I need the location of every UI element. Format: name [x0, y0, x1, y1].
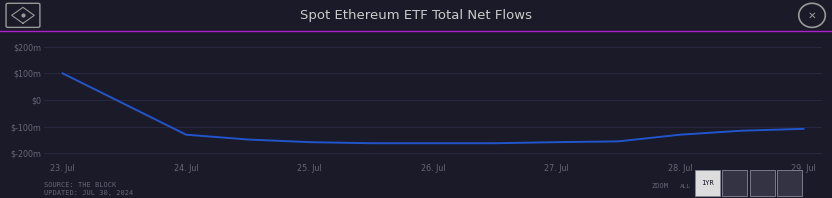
Text: ZOOM: ZOOM — [651, 183, 668, 189]
Text: SOURCE: THE BLOCK
UPDATED: JUL 30, 2024: SOURCE: THE BLOCK UPDATED: JUL 30, 2024 — [44, 182, 133, 196]
Text: ✕: ✕ — [808, 10, 816, 20]
Text: 1YR: 1YR — [701, 180, 714, 186]
Text: Spot Ethereum ETF Total Net Flows: Spot Ethereum ETF Total Net Flows — [300, 9, 532, 22]
Text: ALL: ALL — [680, 184, 691, 189]
